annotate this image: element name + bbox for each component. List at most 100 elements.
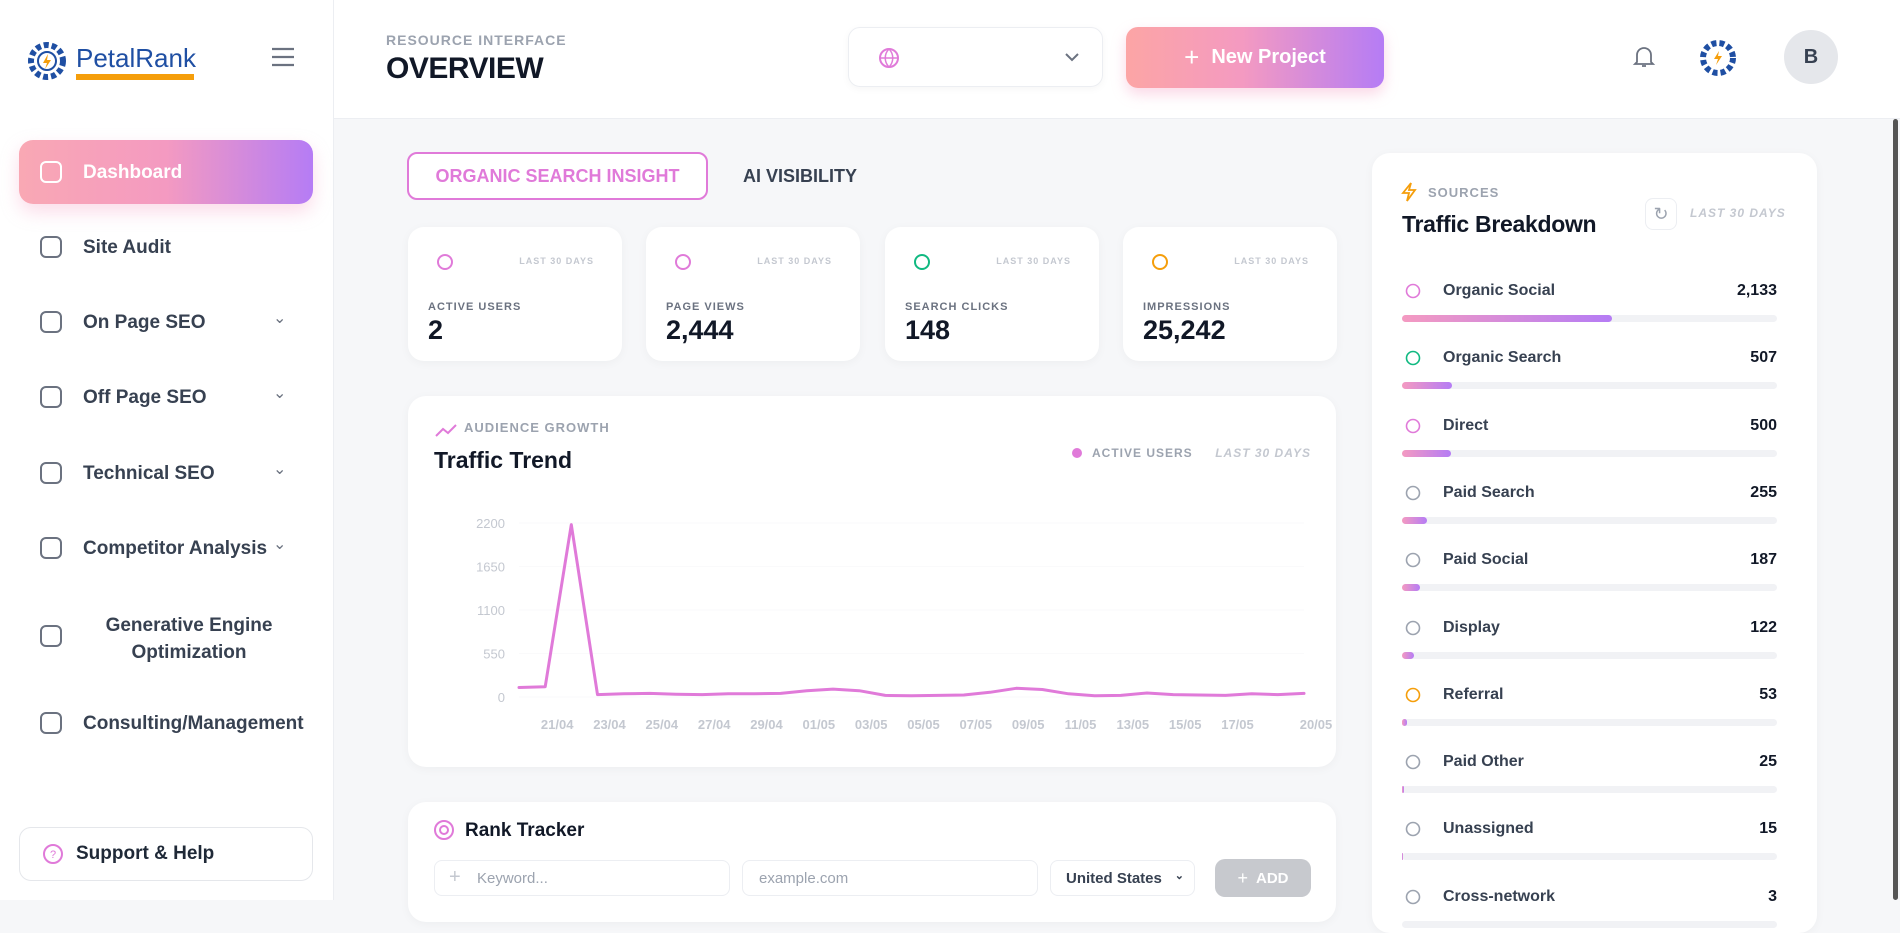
source-icon <box>1404 686 1422 704</box>
icon-shape <box>1407 756 1420 769</box>
nav-icon <box>37 534 65 562</box>
keyword-input[interactable]: +Keyword... <box>434 860 730 896</box>
icon-shape <box>41 463 61 483</box>
source-track <box>1402 921 1777 928</box>
stat-label: PAGE VIEWS <box>666 301 745 313</box>
nav-item[interactable]: Consulting/Management <box>19 691 313 755</box>
source-name: Cross-network <box>1443 888 1555 906</box>
chart-title: Traffic Trend <box>434 447 572 473</box>
menu-button[interactable] <box>270 46 296 68</box>
source-track <box>1402 517 1777 524</box>
icon-shape <box>41 312 61 332</box>
x-tick-label: 29/04 <box>750 717 783 732</box>
icon-shape <box>438 255 452 269</box>
stat-label: ACTIVE USERS <box>428 301 521 313</box>
plus-icon: + <box>1184 42 1199 73</box>
avatar[interactable]: B <box>1784 30 1838 84</box>
stat-icon <box>911 251 933 273</box>
target-icon <box>432 818 456 842</box>
stat-icon <box>434 251 456 273</box>
source-value: 187 <box>1750 551 1777 569</box>
help-icon: ? <box>42 843 64 865</box>
source-icon <box>1404 551 1422 569</box>
domain-input[interactable]: example.com <box>742 860 1038 896</box>
nav-item[interactable]: Site Audit <box>19 215 313 279</box>
source-track <box>1402 719 1777 726</box>
page: PetalRank ? Support & Help RESOURCE INTE… <box>0 0 1900 900</box>
source-track <box>1402 450 1777 457</box>
chart-eyebrow: AUDIENCE GROWTH <box>464 420 610 435</box>
y-tick-label: 2200 <box>476 516 505 531</box>
icon-shape <box>1407 823 1420 836</box>
brand-underline <box>76 74 194 80</box>
x-tick-label: 07/05 <box>960 717 993 732</box>
nav-label: Generative Engine Optimization <box>89 612 289 666</box>
nav-label: Consulting/Management <box>83 713 304 735</box>
icon-shape <box>41 237 61 257</box>
source-bar <box>1402 315 1612 322</box>
chevron: ⌄ <box>273 459 286 479</box>
source-bar <box>1402 517 1427 524</box>
chevron: ⌄ <box>273 383 286 403</box>
add-label: ADD <box>1256 870 1289 887</box>
x-tick-label: 25/04 <box>646 717 679 732</box>
source-value: 500 <box>1750 417 1777 435</box>
header-eyebrow: RESOURCE INTERFACE <box>386 32 567 48</box>
bolt-icon <box>1400 182 1418 202</box>
add-button[interactable]: +ADD <box>1215 859 1311 897</box>
icon-shape <box>1407 419 1420 432</box>
new-project-button[interactable]: +New Project <box>1126 27 1384 88</box>
x-tick-label: 13/05 <box>1117 717 1150 732</box>
icon-shape <box>1407 352 1420 365</box>
source-value: 255 <box>1750 484 1777 502</box>
support-button[interactable]: ? Support & Help <box>19 827 313 881</box>
globe-icon <box>877 46 901 70</box>
icon-shape <box>41 713 61 733</box>
tab-active[interactable]: ORGANIC SEARCH INSIGHT <box>407 152 708 200</box>
traffic-chart: AUDIENCE GROWTH Traffic Trend ACTIVE USE… <box>408 396 1336 767</box>
country-select[interactable]: United States⌄ <box>1050 860 1195 896</box>
source-icon <box>1404 484 1422 502</box>
y-tick-label: 0 <box>498 690 505 705</box>
scrollbar <box>1893 119 1898 900</box>
x-tick-label: 11/05 <box>1065 717 1097 732</box>
source-value: 3 <box>1768 888 1777 906</box>
source-name: Organic Search <box>1443 349 1561 367</box>
icon-shape <box>676 255 690 269</box>
header <box>334 0 1900 119</box>
nav-icon <box>37 622 65 650</box>
refresh-button[interactable]: ↻ <box>1645 198 1677 230</box>
source-icon <box>1404 417 1422 435</box>
icon-shape <box>1407 621 1420 634</box>
source-value: 2,133 <box>1737 282 1777 300</box>
stat-value: 148 <box>905 315 950 346</box>
logo-icon <box>22 38 72 84</box>
nav-item[interactable]: On Page SEO⌄ <box>19 290 313 354</box>
org-logo[interactable] <box>1694 34 1742 82</box>
brand-name: PetalRank <box>76 43 196 74</box>
sources-period: LAST 30 DAYS <box>1690 206 1786 220</box>
nav-item[interactable]: Technical SEO⌄ <box>19 441 313 505</box>
notification-bell[interactable] <box>1632 44 1656 70</box>
nav-item[interactable]: Off Page SEO⌄ <box>19 365 313 429</box>
tab[interactable]: AI VISIBILITY <box>720 152 880 200</box>
nav-item-active[interactable]: Dashboard <box>19 140 313 204</box>
y-tick-label: 1650 <box>476 560 505 575</box>
source-value: 507 <box>1750 349 1777 367</box>
source-value: 15 <box>1759 820 1777 838</box>
x-tick-label: 17/05 <box>1221 717 1254 732</box>
stat-icon <box>672 251 694 273</box>
source-value: 53 <box>1759 686 1777 704</box>
nav-icon <box>37 709 65 737</box>
nav-item[interactable]: Generative Engine Optimization <box>19 604 313 668</box>
site-select[interactable] <box>848 27 1103 87</box>
keyword-placeholder: Keyword... <box>477 870 548 887</box>
nav-item[interactable]: Competitor Analysis⌄ <box>19 516 313 580</box>
source-bar <box>1402 652 1414 659</box>
y-tick-label: 1100 <box>477 603 505 618</box>
support-label: Support & Help <box>76 843 214 865</box>
source-value: 122 <box>1750 619 1777 637</box>
stat-value: 2,444 <box>666 315 734 346</box>
